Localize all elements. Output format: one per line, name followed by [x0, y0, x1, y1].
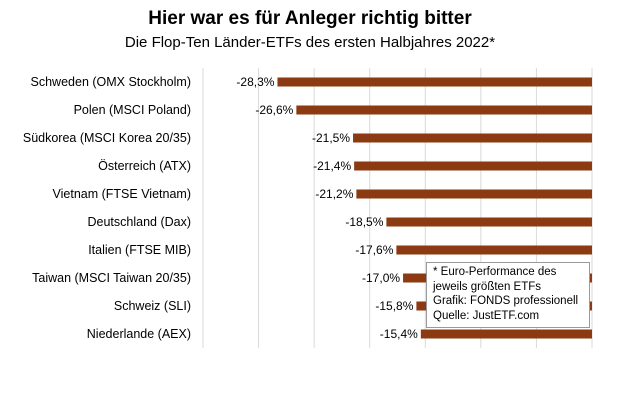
bar-9: [420, 329, 592, 339]
value-label-1: -26,6%: [255, 103, 293, 117]
value-label-8: -15,8%: [375, 299, 413, 313]
bar-4: [356, 189, 592, 199]
chart-subtitle: Die Flop-Ten Länder-ETFs des ersten Halb…: [124, 34, 496, 51]
note-line-graphic: Grafik: FONDS professionell: [433, 295, 579, 307]
bar-3: [354, 161, 592, 171]
bar-6: [396, 245, 592, 255]
value-label-4: -21,2%: [315, 187, 353, 201]
bar-1: [296, 105, 592, 115]
note-line-etf: jeweils größten ETFs: [433, 280, 542, 293]
chart-title: Hier war es für Anleger richtig bitter: [148, 8, 472, 29]
bar-0: [277, 77, 592, 87]
category-label-8: Schweiz (SLI): [114, 299, 191, 313]
value-label-6: -17,6%: [355, 243, 393, 257]
category-label-5: Deutschland (Dax): [87, 215, 191, 229]
category-label-1: Polen (MSCI Poland): [74, 103, 191, 117]
category-label-2: Südkorea (MSCI Korea 20/35): [23, 131, 191, 145]
note-line-footnote: * Euro-Performance des: [433, 266, 557, 278]
category-label-9: Niederlande (AEX): [87, 327, 191, 341]
value-label-7: -17,0%: [362, 271, 400, 285]
value-label-3: -21,4%: [313, 159, 351, 173]
value-label-2: -21,5%: [312, 131, 350, 145]
category-label-6: Italien (FTSE MIB): [88, 243, 191, 257]
category-label-7: Taiwan (MSCI Taiwan 20/35): [32, 271, 191, 285]
category-label-3: Österreich (ATX): [98, 159, 191, 173]
source-note: * Euro-Performance des jeweils größten E…: [426, 262, 590, 328]
note-line-source: Quelle: JustETF.com: [433, 309, 540, 322]
value-label-9: -15,4%: [380, 327, 418, 341]
value-label-5: -18,5%: [345, 215, 383, 229]
value-label-0: -28,3%: [236, 75, 274, 89]
category-label-0: Schweden (OMX Stockholm): [31, 75, 191, 89]
category-label-4: Vietnam (FTSE Vietnam): [53, 187, 191, 201]
bar-5: [386, 217, 592, 227]
bar-2: [353, 133, 592, 143]
